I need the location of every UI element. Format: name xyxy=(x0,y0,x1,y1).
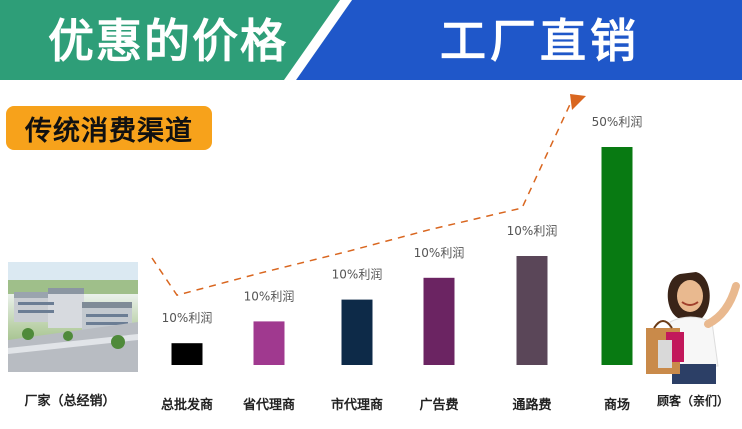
category-label-6: 商场 xyxy=(604,397,630,413)
trend-line xyxy=(151,99,573,297)
shopper-photo-icon xyxy=(644,266,742,384)
data-label-2: 10%利润 xyxy=(244,289,295,303)
bar-1 xyxy=(171,343,203,365)
category-label-5: 通路费 xyxy=(512,397,551,413)
data-label-5: 10%利润 xyxy=(507,224,558,238)
bar-2 xyxy=(253,321,285,365)
factory-photo-icon xyxy=(8,262,138,372)
category-label-3: 市代理商 xyxy=(331,397,383,413)
banner-divider xyxy=(284,0,352,80)
banner-right-title: 工厂直销 xyxy=(440,14,640,68)
category-label-1: 总批发商 xyxy=(161,397,213,413)
header-banner xyxy=(0,0,742,80)
trend-arrowhead xyxy=(570,94,586,110)
bar-5 xyxy=(516,256,548,365)
data-label-3: 10%利润 xyxy=(332,268,383,282)
factory-label: 厂家（总经销） xyxy=(24,393,115,409)
data-label-1: 10%利润 xyxy=(162,311,213,325)
banner-right-panel xyxy=(296,0,742,80)
category-label-4: 广告费 xyxy=(419,397,458,413)
bar-4 xyxy=(423,277,455,365)
bar-6 xyxy=(601,147,633,365)
category-label-2: 省代理商 xyxy=(242,397,295,413)
banner-left-panel xyxy=(0,0,352,80)
data-label-6: 50%利润 xyxy=(592,115,643,129)
channel-label: 传统消费渠道 xyxy=(6,106,212,150)
banner-left-title: 优惠的价格 xyxy=(48,14,288,68)
data-label-4: 10%利润 xyxy=(414,246,465,260)
bar-3 xyxy=(341,299,373,365)
customer-label: 顾客（亲们） xyxy=(657,393,729,408)
